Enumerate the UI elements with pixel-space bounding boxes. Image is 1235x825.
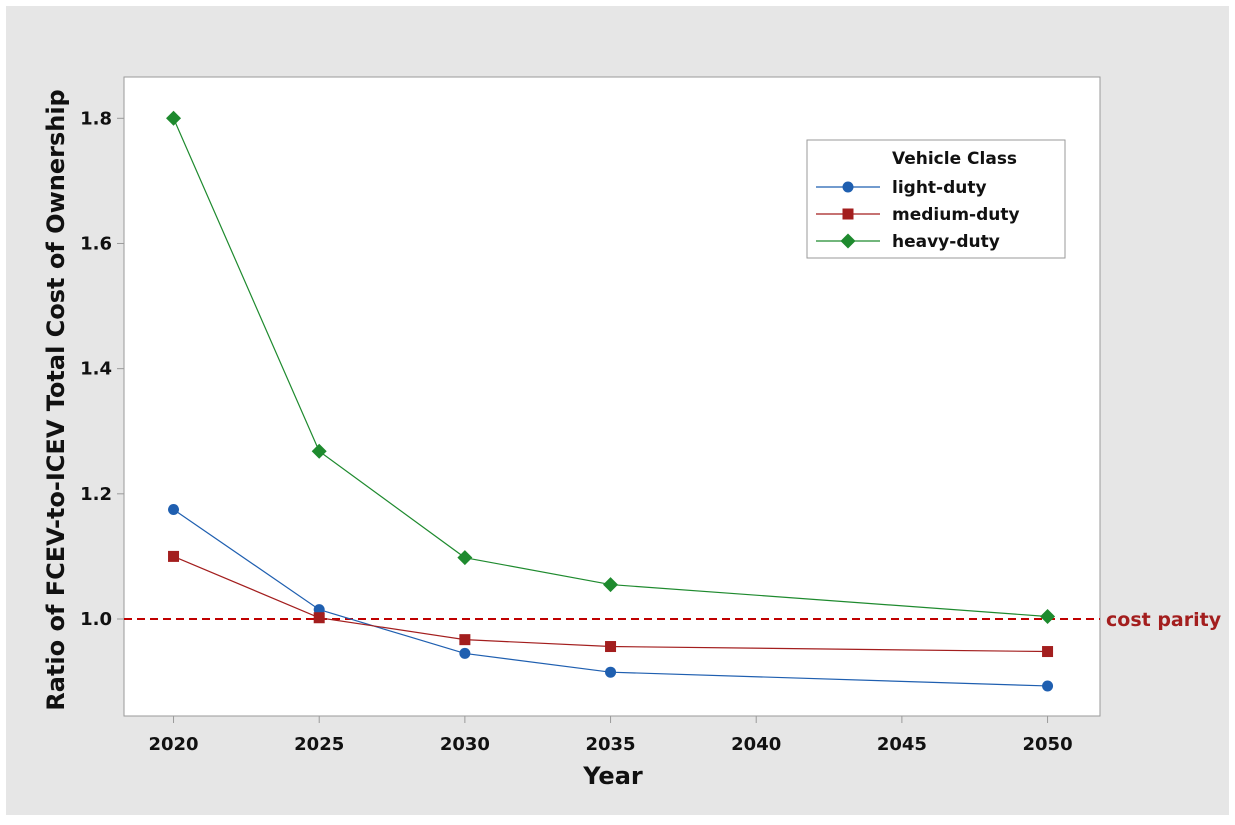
data-point-medium-duty <box>168 550 180 562</box>
legend-item-heavy-duty: heavy-duty <box>816 232 1000 252</box>
data-point-light-duty <box>168 503 180 515</box>
x-tick-label: 2030 <box>440 734 490 755</box>
data-point-heavy-duty <box>1040 608 1056 624</box>
y-axis-ticks: 1.0 1.2 1.4 1.6 1.8 <box>80 108 124 630</box>
data-point-medium-duty <box>1042 646 1054 658</box>
legend-marker <box>840 233 856 249</box>
x-tick-label: 2045 <box>877 734 927 755</box>
x-tick-label: 2050 <box>1023 734 1073 755</box>
data-point-heavy-duty <box>457 550 473 566</box>
y-tick-label: 1.0 <box>80 609 112 630</box>
data-point-light-duty <box>459 647 471 659</box>
data-point-light-duty <box>605 666 617 678</box>
y-tick-label: 1.6 <box>80 233 112 254</box>
y-tick-label: 1.4 <box>80 359 112 380</box>
series-heavy-duty <box>166 110 1056 624</box>
data-point-medium-duty <box>605 641 617 653</box>
series-light-duty <box>168 503 1054 692</box>
legend-item-light-duty: light-duty <box>816 178 987 198</box>
legend-item-medium-duty: medium-duty <box>816 205 1020 225</box>
legend-label: medium-duty <box>892 205 1020 225</box>
y-tick-label: 1.2 <box>80 484 112 505</box>
cost-parity-reference: cost parity <box>124 609 1222 631</box>
series-medium-duty <box>168 550 1054 658</box>
legend: Vehicle Class light-duty medium-duty heavy… <box>806 139 1066 259</box>
y-tick-label: 1.8 <box>80 108 112 129</box>
legend-label: light-duty <box>892 178 987 198</box>
y-axis-title: Ratio of FCEV-to-ICEV Total Cost of Owne… <box>42 89 70 710</box>
legend-title: Vehicle Class <box>892 149 1017 169</box>
series-group <box>166 110 1056 692</box>
legend-marker <box>842 181 854 193</box>
legend-marker <box>842 208 854 220</box>
x-tick-label: 2040 <box>731 734 781 755</box>
data-point-light-duty <box>1042 680 1054 692</box>
legend-label: heavy-duty <box>892 232 1000 252</box>
x-tick-label: 2025 <box>294 734 344 755</box>
data-point-medium-duty <box>459 634 471 646</box>
x-tick-label: 2020 <box>148 734 198 755</box>
cost-parity-label: cost parity <box>1106 609 1222 631</box>
data-point-medium-duty <box>313 612 325 624</box>
x-axis-title: Year <box>582 762 643 790</box>
x-axis-ticks: 2020 2025 2030 2035 2040 2045 2050 <box>148 716 1073 755</box>
x-tick-label: 2035 <box>585 734 635 755</box>
data-point-heavy-duty <box>166 110 182 126</box>
data-point-heavy-duty <box>603 577 619 593</box>
data-point-heavy-duty <box>311 443 327 459</box>
